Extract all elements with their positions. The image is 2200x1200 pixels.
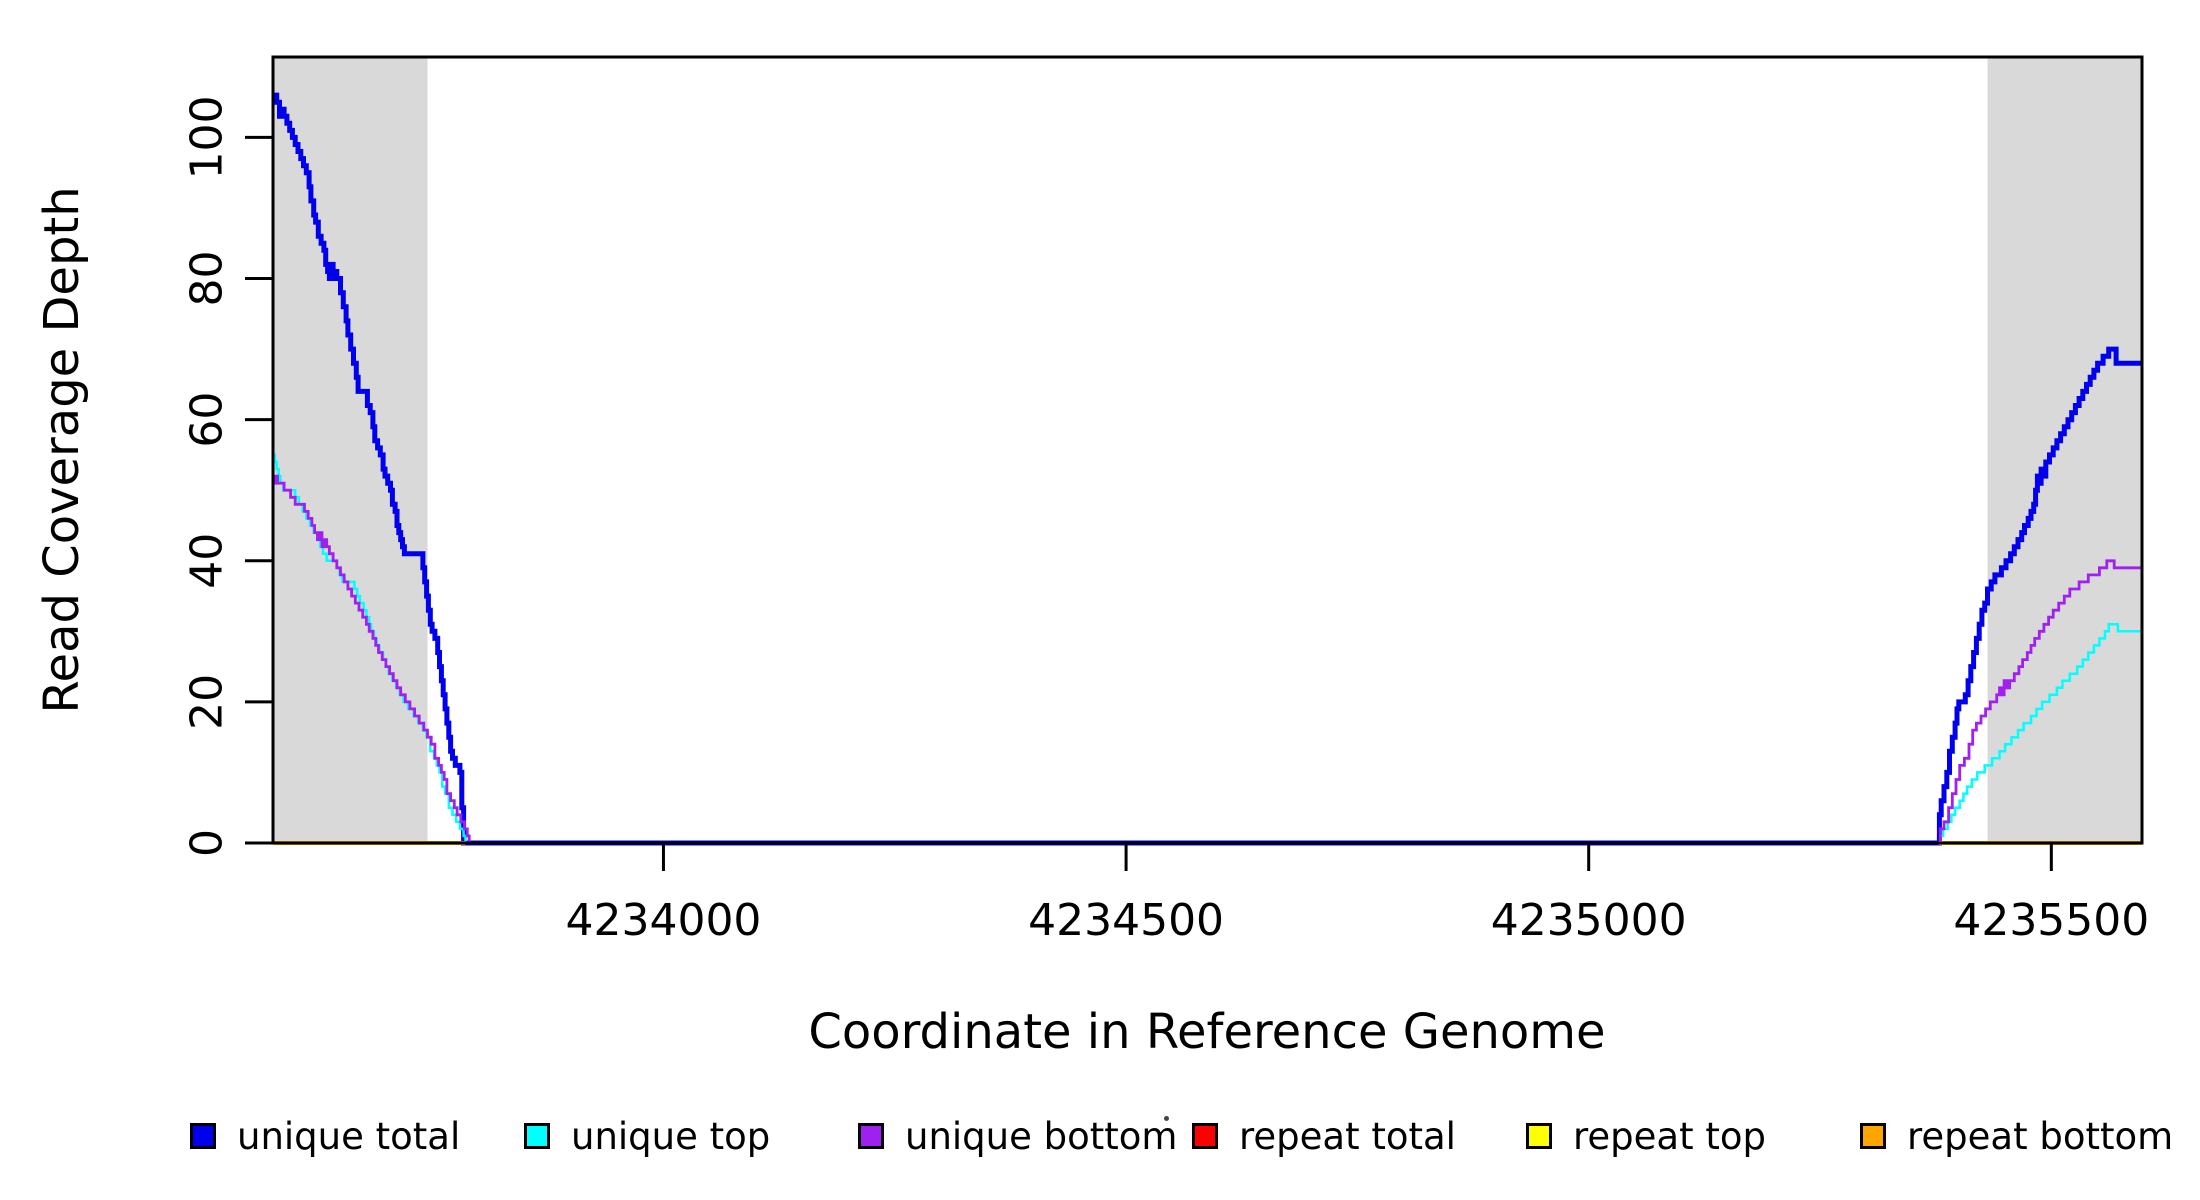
legend-label: repeat total: [1239, 1114, 1456, 1158]
series-line-unique-total: [273, 92, 2142, 846]
y-axis-title: Read Coverage Depth: [34, 186, 90, 713]
legend-label: unique total: [237, 1114, 461, 1158]
x-tick-label: 4235000: [1491, 895, 1687, 946]
y-tick-label: 20: [182, 674, 233, 730]
legend-swatch-unique-total: [190, 1123, 216, 1149]
legend-item-unique-total: unique total: [190, 1108, 460, 1164]
y-tick-label: 40: [182, 533, 233, 589]
stray-dot-artifact: [1164, 1116, 1169, 1121]
legend-item-unique-bottom: unique bottom: [858, 1108, 1177, 1164]
series-line-unique-bottom: [273, 474, 2142, 845]
x-tick-label: 4234500: [1028, 895, 1224, 946]
y-tick-label: 60: [182, 392, 233, 448]
plot-box: [271, 55, 2144, 845]
legend-swatch-repeat-top: [1526, 1123, 1552, 1149]
shaded-region: [273, 57, 428, 843]
legend-item-unique-top: unique top: [524, 1108, 770, 1164]
legend: unique total unique top unique bottom repea…: [0, 1108, 2200, 1168]
y-tick-label: 100: [182, 95, 233, 179]
axes-layer: 4234000 4234500 4235000 4235500 0 20 40 60 80 100: [182, 55, 2149, 946]
legend-label: repeat bottom: [1907, 1114, 2174, 1158]
shaded-region: [1987, 57, 2142, 843]
legend-item-repeat-total: repeat total: [1192, 1108, 1456, 1164]
legend-swatch-unique-bottom: [858, 1123, 884, 1149]
y-tick-label: 80: [182, 251, 233, 307]
x-axis-title: Coordinate in Reference Genome: [808, 1004, 1605, 1060]
series-line-unique-top: [273, 453, 2142, 845]
x-tick-label: 4235500: [1953, 895, 2149, 946]
legend-item-repeat-top: repeat top: [1526, 1108, 1766, 1164]
legend-swatch-repeat-total: [1192, 1123, 1218, 1149]
y-tick-label: 0: [182, 829, 233, 857]
legend-swatch-unique-top: [524, 1123, 550, 1149]
legend-label: repeat top: [1573, 1114, 1766, 1158]
x-tick-label: 4234000: [565, 895, 761, 946]
shaded-regions-layer: [273, 57, 2142, 843]
legend-swatch-repeat-bottom: [1860, 1123, 1886, 1149]
series-lines-layer: [273, 92, 2142, 846]
legend-item-repeat-bottom: repeat bottom: [1860, 1108, 2173, 1164]
legend-label: unique bottom: [905, 1114, 1178, 1158]
legend-label: unique top: [571, 1114, 771, 1158]
